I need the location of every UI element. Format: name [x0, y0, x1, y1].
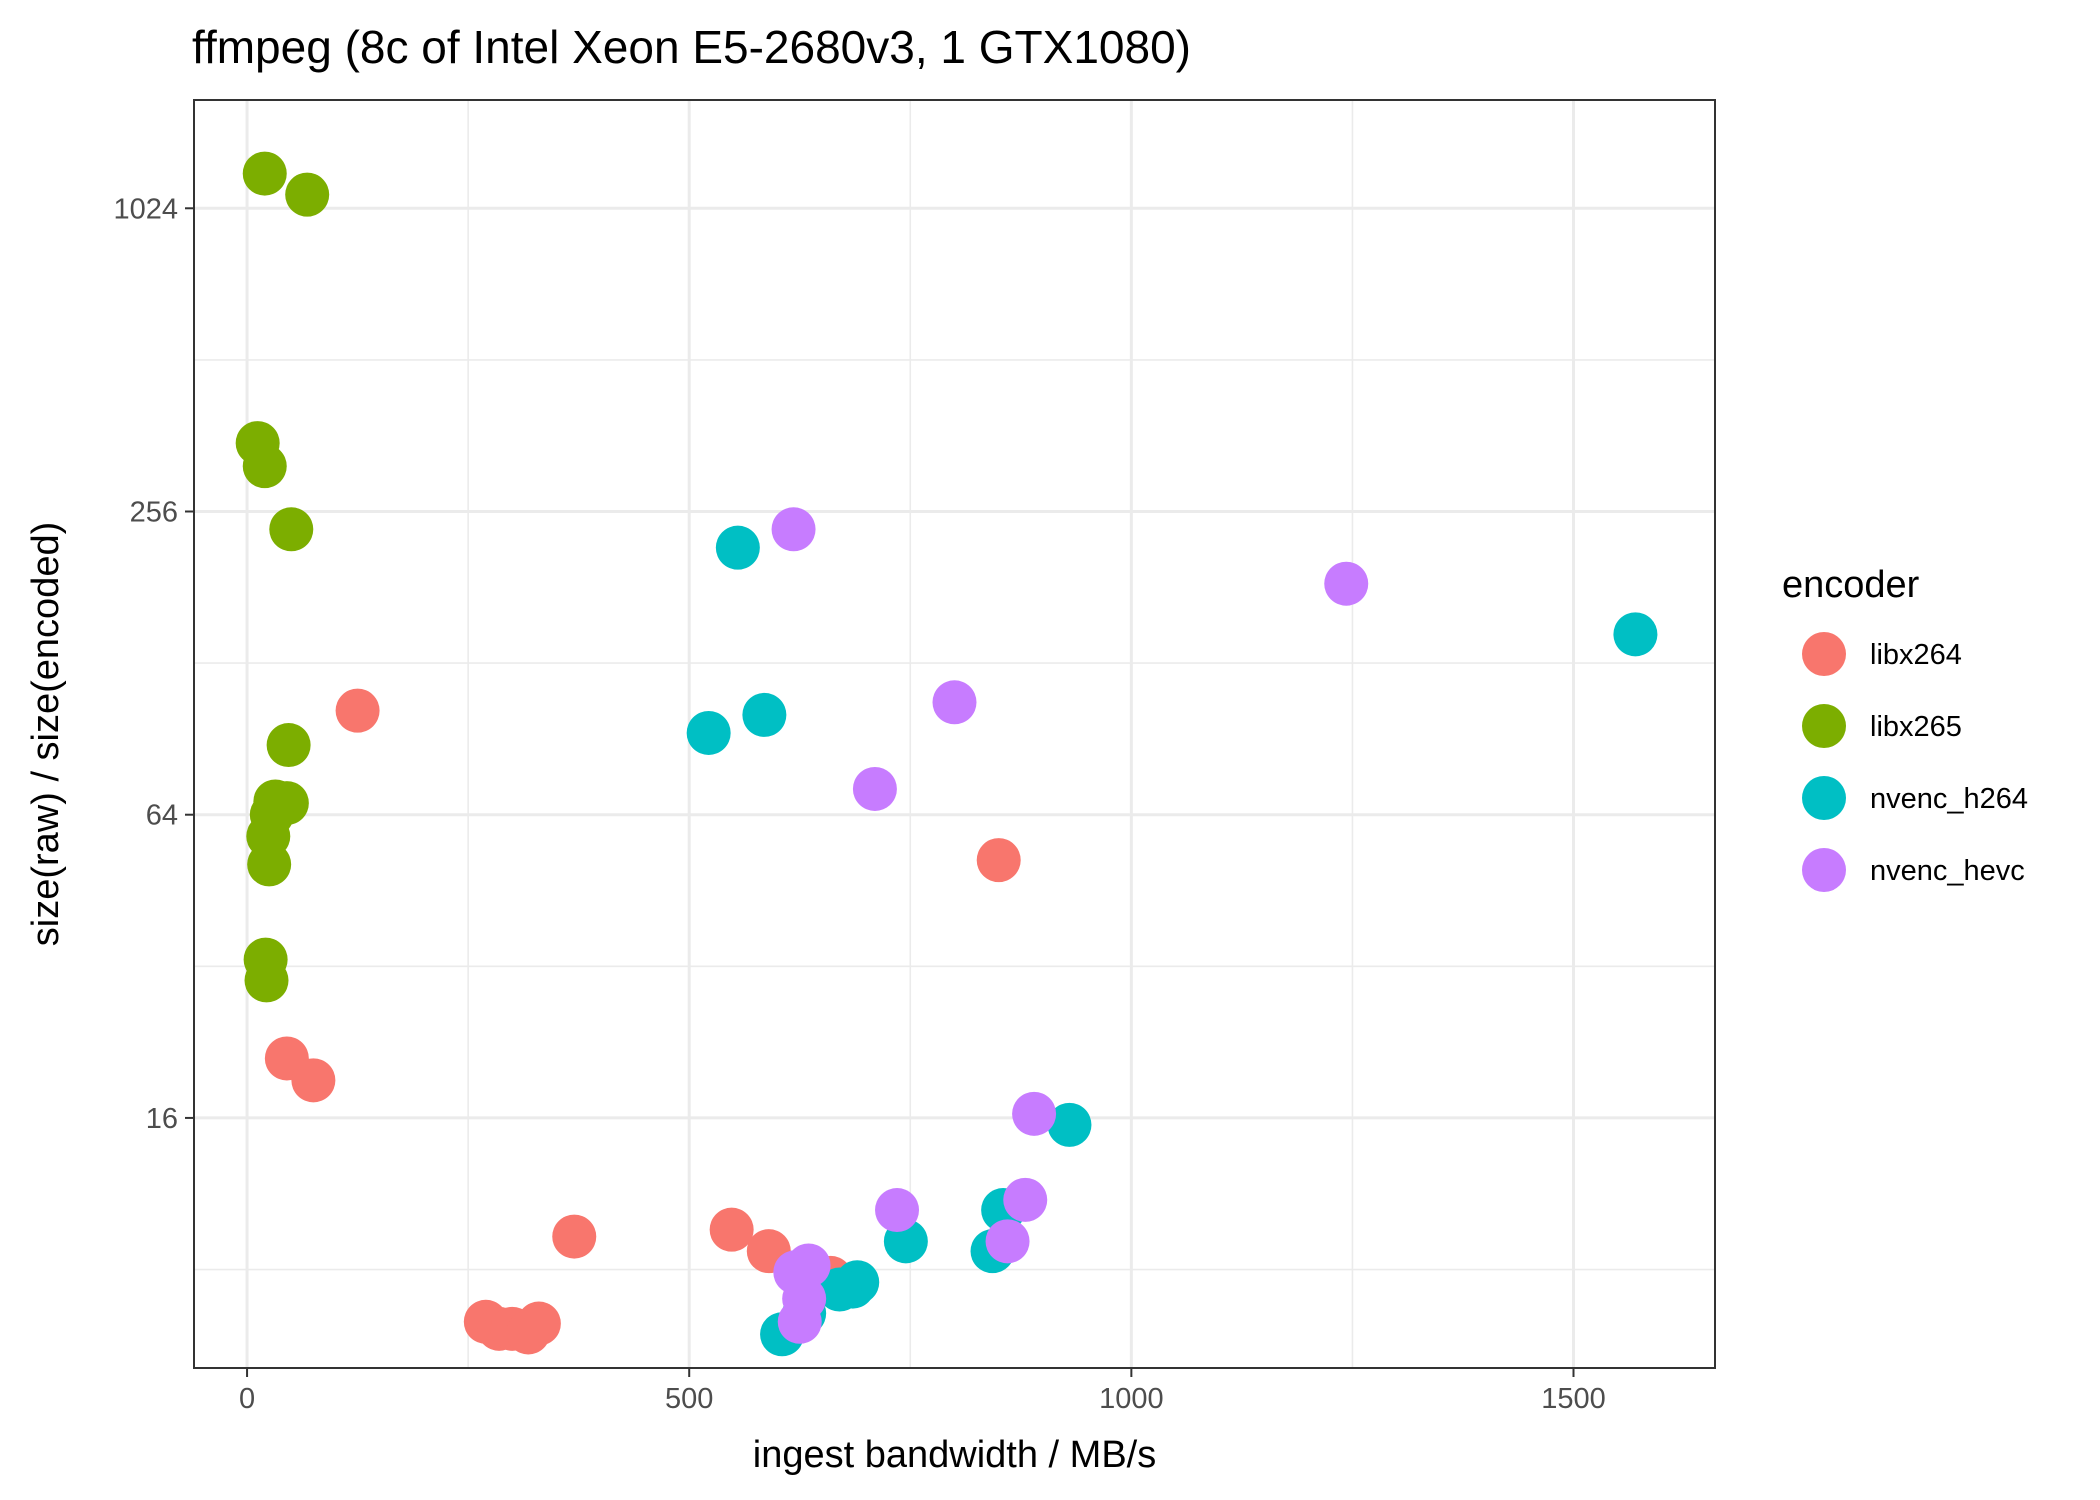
point-nvenc_hevc: [1003, 1177, 1048, 1222]
y-tick-label: 1024: [113, 193, 178, 225]
chart-title: ffmpeg (8c of Intel Xeon E5-2680v3, 1 GT…: [192, 21, 1191, 73]
y-tick-label: 16: [146, 1103, 178, 1135]
x-tick-label: 500: [665, 1383, 713, 1415]
point-nvenc_h264: [686, 710, 731, 755]
plot-panel-border: [193, 99, 1716, 1369]
legend-label-nvenc_hevc: nvenc_hevc: [1870, 855, 2025, 887]
point-libx264: [709, 1207, 754, 1252]
x-tick-label: 1500: [1541, 1383, 1606, 1415]
point-libx264: [516, 1301, 561, 1346]
point-nvenc_hevc: [777, 1299, 822, 1344]
x-tick-label: 0: [239, 1383, 255, 1415]
point-libx264: [976, 838, 1021, 883]
point-nvenc_hevc: [1012, 1091, 1057, 1136]
point-libx265: [266, 723, 311, 768]
legend-title: encoder: [1782, 564, 1920, 606]
legend-label-libx264: libx264: [1870, 639, 1962, 671]
plot-panel-background: [194, 100, 1715, 1368]
point-nvenc_h264: [1047, 1102, 1092, 1147]
series-libx265: [235, 151, 330, 1003]
point-nvenc_hevc: [852, 766, 897, 811]
data-points: [235, 151, 1658, 1357]
point-libx265: [285, 172, 330, 217]
point-libx264: [291, 1058, 336, 1103]
point-nvenc_h264: [817, 1267, 862, 1312]
point-nvenc_hevc: [985, 1219, 1030, 1264]
point-nvenc_h264: [715, 525, 760, 570]
y-axis-title: size(raw) / size(encoded): [25, 522, 67, 946]
point-nvenc_hevc: [771, 507, 816, 552]
legend-key-libx265: [1802, 704, 1846, 748]
point-libx265: [242, 444, 287, 489]
point-libx264: [335, 688, 380, 733]
point-nvenc_hevc: [1324, 561, 1369, 606]
x-axis-title: ingest bandwidth / MB/s: [753, 1434, 1156, 1476]
point-libx265: [242, 151, 287, 196]
axis-ticks: 0 500 1000 1500 16 64 256 1024: [113, 193, 1605, 1415]
series-nvenc_hevc: [771, 507, 1369, 1344]
point-libx265: [269, 507, 314, 552]
legend-key-nvenc_hevc: [1802, 848, 1846, 892]
y-tick-label: 256: [130, 496, 178, 528]
point-nvenc_hevc: [932, 680, 977, 725]
grid-lines: [194, 100, 1715, 1368]
point-nvenc_hevc: [875, 1188, 920, 1233]
x-tick-label: 1000: [1099, 1383, 1164, 1415]
legend-label-nvenc_h264: nvenc_h264: [1870, 783, 2028, 815]
legend-key-libx264: [1802, 632, 1846, 676]
point-nvenc_h264: [1613, 612, 1658, 657]
point-libx265: [247, 842, 292, 887]
point-libx264: [552, 1214, 597, 1259]
point-nvenc_h264: [742, 692, 787, 737]
point-libx265: [244, 958, 289, 1003]
y-tick-label: 64: [146, 800, 178, 832]
legend-key-nvenc_h264: [1802, 776, 1846, 820]
legend: encoder libx264 libx265 nvenc_h264 nvenc_he…: [1782, 564, 2028, 892]
legend-label-libx265: libx265: [1870, 711, 1962, 743]
